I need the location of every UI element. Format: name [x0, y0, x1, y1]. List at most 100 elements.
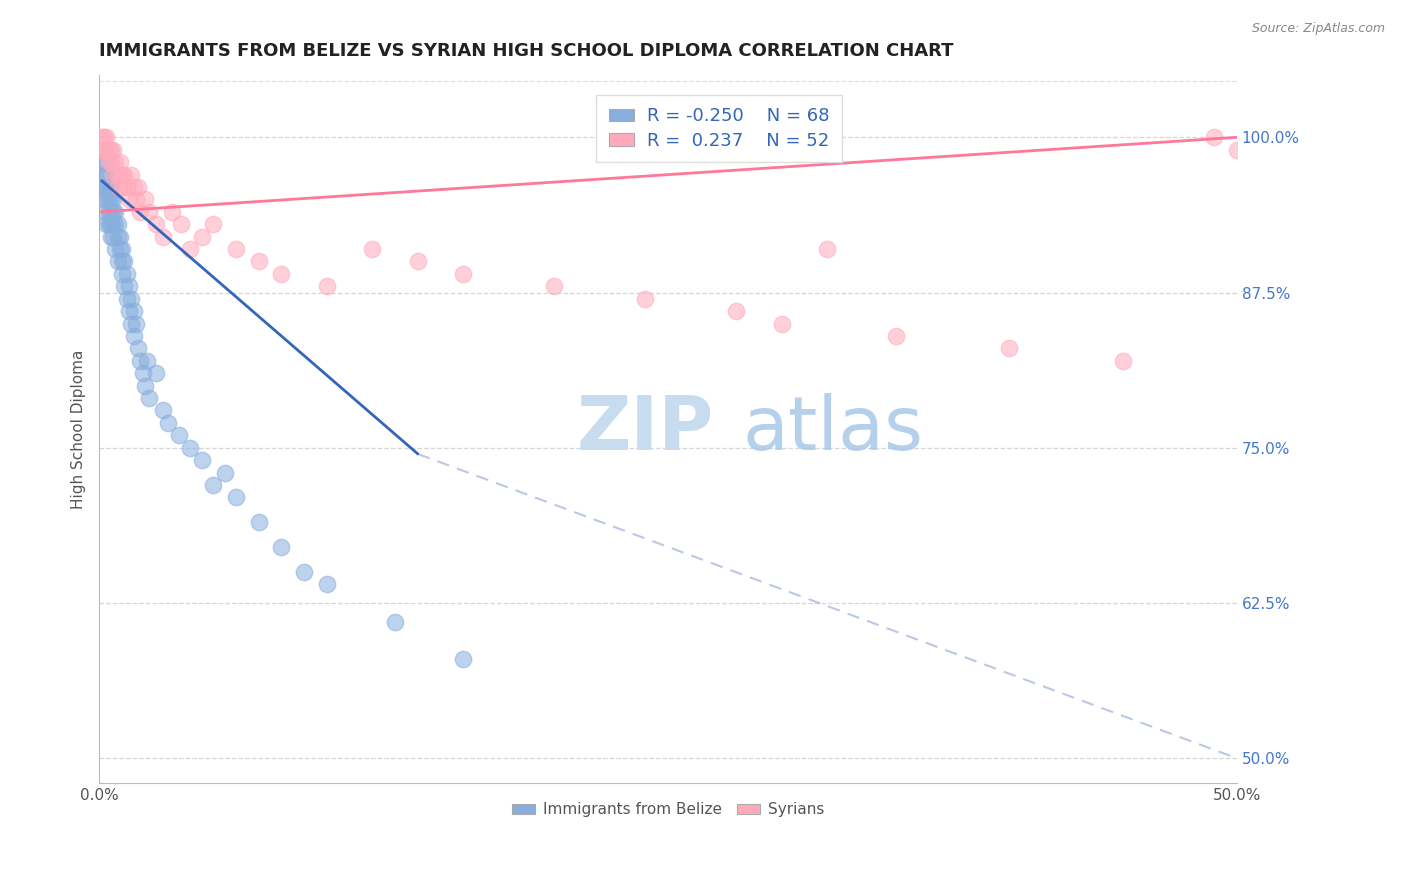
Point: [453, 267, 475, 281]
Point: [145, 217, 167, 231]
Point: [127, 180, 149, 194]
Point: [160, 204, 183, 219]
Point: [97, 217, 120, 231]
Point: [93, 180, 115, 194]
Point: [179, 441, 201, 455]
Point: [93, 168, 115, 182]
Point: [122, 304, 145, 318]
Point: [202, 478, 225, 492]
Point: [100, 193, 122, 207]
Point: [247, 254, 270, 268]
Point: [152, 229, 174, 244]
Point: [90, 130, 112, 145]
Point: [107, 254, 129, 268]
Point: [97, 204, 120, 219]
Point: [384, 615, 406, 629]
Point: [97, 143, 120, 157]
Point: [90, 168, 112, 182]
Point: [111, 254, 134, 268]
Point: [125, 193, 148, 207]
Point: [543, 279, 565, 293]
Point: [111, 180, 134, 194]
Point: [225, 491, 247, 505]
Point: [97, 193, 120, 207]
Point: [107, 229, 129, 244]
Point: [96, 143, 118, 157]
Point: [101, 143, 124, 157]
Point: [815, 242, 838, 256]
Point: [101, 193, 124, 207]
Point: [96, 204, 118, 219]
Point: [96, 217, 118, 231]
Point: [115, 267, 138, 281]
Point: [129, 204, 152, 219]
Point: [93, 130, 115, 145]
Text: Source: ZipAtlas.com: Source: ZipAtlas.com: [1251, 22, 1385, 36]
Point: [156, 416, 179, 430]
Point: [138, 391, 160, 405]
Point: [104, 155, 127, 169]
Point: [179, 242, 201, 256]
Point: [104, 242, 127, 256]
Point: [101, 217, 124, 231]
Text: IMMIGRANTS FROM BELIZE VS SYRIAN HIGH SCHOOL DIPLOMA CORRELATION CHART: IMMIGRANTS FROM BELIZE VS SYRIAN HIGH SC…: [100, 42, 953, 60]
Point: [108, 242, 131, 256]
Point: [247, 515, 270, 529]
Point: [107, 180, 129, 194]
Point: [104, 204, 127, 219]
Point: [93, 193, 115, 207]
Point: [120, 292, 142, 306]
Point: [145, 366, 167, 380]
Point: [108, 155, 131, 169]
Point: [96, 180, 118, 194]
Point: [120, 317, 142, 331]
Point: [100, 180, 122, 194]
Point: [115, 292, 138, 306]
Point: [101, 229, 124, 244]
Point: [270, 540, 292, 554]
Point: [100, 229, 122, 244]
Point: [108, 229, 131, 244]
Point: [96, 130, 118, 145]
Point: [884, 329, 907, 343]
Point: [129, 354, 152, 368]
Point: [725, 304, 748, 318]
Point: [361, 242, 384, 256]
Point: [292, 565, 315, 579]
Point: [406, 254, 429, 268]
Point: [316, 577, 339, 591]
Point: [136, 354, 159, 368]
Point: [120, 168, 142, 182]
Point: [127, 342, 149, 356]
Point: [114, 279, 136, 293]
Point: [1202, 130, 1225, 145]
Point: [107, 217, 129, 231]
Point: [111, 168, 134, 182]
Point: [100, 143, 122, 157]
Point: [122, 329, 145, 343]
Point: [114, 168, 136, 182]
Point: [90, 155, 112, 169]
Point: [1112, 354, 1135, 368]
Point: [96, 168, 118, 182]
Point: [107, 168, 129, 182]
Point: [152, 403, 174, 417]
Point: [90, 143, 112, 157]
Point: [125, 317, 148, 331]
Point: [170, 217, 193, 231]
Point: [131, 366, 153, 380]
Point: [122, 180, 145, 194]
Point: [97, 180, 120, 194]
Point: [115, 180, 138, 194]
Point: [93, 155, 115, 169]
Point: [770, 317, 793, 331]
Point: [114, 254, 136, 268]
Point: [167, 428, 190, 442]
Point: [90, 180, 112, 194]
Point: [134, 378, 156, 392]
Point: [118, 279, 141, 293]
Point: [270, 267, 292, 281]
Point: [118, 193, 141, 207]
Point: [100, 155, 122, 169]
Point: [101, 168, 124, 182]
